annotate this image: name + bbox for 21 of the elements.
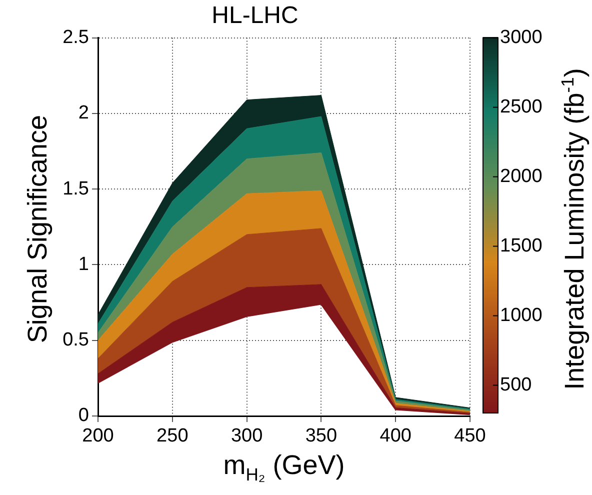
- color-bar-label: 1000: [500, 304, 542, 326]
- y-tick-label: 1.5: [62, 178, 89, 200]
- x-tick-label: 200: [82, 426, 114, 447]
- y-tick-label: 2.5: [62, 27, 89, 48]
- y-axis-title: Signal Significance: [22, 114, 52, 344]
- y-tick-label: 0.5: [62, 330, 89, 351]
- y-tick-label: 2: [78, 102, 89, 124]
- y-tick-label: 0: [78, 405, 89, 426]
- x-tick-label: 300: [230, 426, 263, 447]
- color-bar-label: 1500: [500, 235, 542, 256]
- color-bar-label: 3000: [500, 27, 542, 48]
- color-bar-label: 2500: [500, 96, 542, 118]
- color-bar-label: 500: [500, 374, 532, 396]
- x-axis-title: m$_{H₂}$ (GeV): [223, 450, 345, 484]
- x-tick-label: 250: [156, 426, 188, 447]
- color-bar-label: 2000: [500, 166, 542, 187]
- chart-title: HL-LHC: [212, 2, 298, 30]
- x-tick-label: 400: [380, 426, 412, 447]
- x-tick-label: 350: [305, 426, 338, 447]
- y-tick-label: 1: [78, 254, 89, 275]
- x-tick-label: 450: [454, 426, 486, 447]
